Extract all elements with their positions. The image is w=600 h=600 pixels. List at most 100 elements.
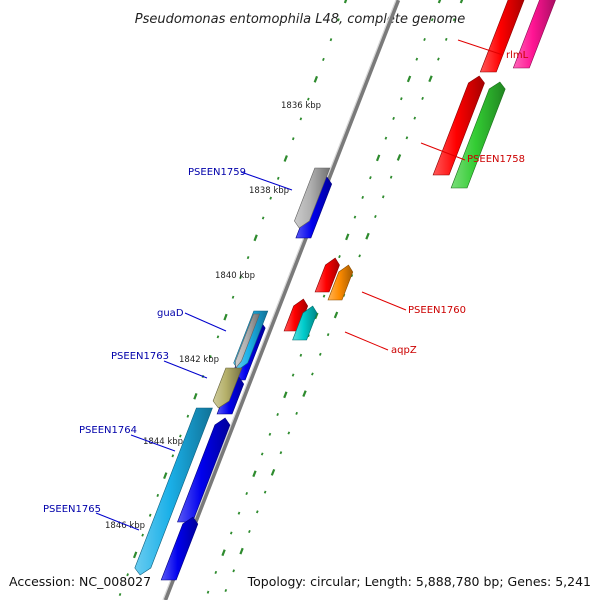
ruler-minor-tick (338, 255, 341, 259)
ruler-major-tick (314, 312, 319, 320)
gene-PSEEN1758[interactable] (432, 75, 485, 176)
ruler-minor-tick (179, 434, 182, 438)
ruler-minor-tick (260, 452, 264, 456)
gene-label-aqpZ[interactable]: aqpZ (391, 345, 417, 356)
ruler-minor-tick (389, 175, 393, 179)
gene-rlmL[interactable] (479, 0, 525, 73)
ruler-major-tick (428, 75, 433, 83)
ruler-minor-tick (291, 373, 295, 377)
gene-aqpZ[interactable] (292, 305, 318, 341)
ruler-minor-tick (322, 57, 325, 62)
gene-label-PSEEN1765[interactable]: PSEEN1765 (43, 504, 101, 515)
ruler-minor-tick (206, 590, 210, 594)
gene-label-PSEEN1760[interactable]: PSEEN1760 (408, 305, 466, 316)
gene-label-PSEEN1758[interactable]: PSEEN1758 (467, 154, 525, 165)
ruler-minor-tick (295, 411, 298, 415)
ruler-minor-tick (248, 529, 251, 534)
ruler-minor-tick (326, 333, 330, 337)
gene-label-PSEEN1759[interactable]: PSEEN1759 (188, 167, 246, 178)
ruler-minor-tick (353, 215, 357, 219)
ruler-major-tick (302, 390, 307, 398)
ruler-major-tick (406, 75, 412, 83)
gene-label-guaD[interactable]: guaD (157, 308, 184, 319)
ruler-minor-tick (361, 195, 365, 199)
ruler-major-tick (345, 233, 350, 241)
gene-PSEEN1765-blue[interactable] (160, 516, 199, 581)
gene-label-PSEEN1763[interactable]: PSEEN1763 (111, 351, 169, 362)
ruler-minor-tick (400, 97, 403, 101)
ruler-minor-tick (237, 511, 241, 515)
ruler-label-1836: 1836 kbp (281, 101, 321, 111)
ruler-minor-tick (381, 195, 385, 199)
ruler-minor-tick (261, 216, 265, 220)
gene-PSEEN1763[interactable] (212, 367, 243, 409)
ruler-minor-tick (126, 573, 129, 577)
ruler-major-tick (283, 155, 288, 162)
ruler-minor-tick (392, 116, 395, 120)
ruler-major-tick (396, 154, 402, 161)
leader-PSEEN1764 (130, 434, 176, 452)
ruler-minor-tick (369, 176, 372, 180)
ruler-minor-tick (141, 533, 144, 537)
ruler-minor-tick (384, 136, 388, 140)
leader-guaD (184, 312, 227, 332)
ruler-minor-tick (329, 38, 333, 42)
ruler-major-tick (313, 75, 319, 83)
ruler-label-1838: 1838 kbp (249, 186, 289, 196)
ruler-major-tick (252, 470, 257, 478)
genome-backbone-highlight (162, 0, 397, 600)
ruler-label-1846: 1846 kbp (105, 521, 145, 531)
ruler-minor-tick (186, 414, 190, 418)
ruler-major-tick (437, 0, 442, 4)
ruler-minor-tick (374, 214, 377, 219)
ruler-minor-tick (276, 176, 280, 180)
ruler-minor-tick (263, 490, 267, 494)
gene-PSEEN1764[interactable] (134, 407, 213, 576)
ruler-minor-tick (148, 513, 152, 517)
ruler-minor-tick (311, 372, 314, 376)
gene-PSEEN1764-blue[interactable] (177, 417, 231, 523)
ruler-minor-tick (350, 274, 354, 278)
forward-gene-labels: rlmL PSEEN1758 PSEEN1760 aqpZ (344, 39, 529, 356)
ruler-minor-tick (255, 510, 259, 514)
accession-text: Accession: NC_008027 (9, 574, 151, 589)
ruler-minor-tick (430, 18, 434, 22)
gene-PSEEN1758-green[interactable] (450, 81, 506, 189)
ruler-major-tick (223, 313, 228, 321)
gene-guaD-gray[interactable] (235, 313, 261, 369)
ruler-major-tick (193, 393, 198, 400)
ruler-minor-tick (231, 295, 235, 299)
leader-aqpZ (344, 331, 389, 351)
ruler-minor-tick (214, 570, 218, 575)
ruler-label-1844: 1844 kbp (143, 437, 183, 447)
gene-PSEEN1760-orange[interactable] (327, 264, 354, 301)
leader-PSEEN1758 (420, 142, 466, 161)
ruler-minor-tick (224, 588, 228, 593)
ruler-minor-tick (337, 18, 340, 22)
ruler-minor-tick (279, 451, 283, 455)
ruler-minor-tick (358, 254, 361, 258)
ruler-minor-tick (229, 531, 233, 535)
ruler-major-tick (343, 0, 348, 4)
ruler-major-tick (333, 311, 339, 319)
ruler-minor-tick (239, 275, 242, 280)
ruler-major-tick (459, 0, 464, 4)
ruler-minor-tick (291, 137, 295, 141)
genome-info-text: Topology: circular; Length: 5,888,780 bp… (247, 574, 591, 589)
gene-label-rlmL[interactable]: rlmL (506, 50, 529, 61)
genome-title: Pseudomonas entomophila L48, complete ge… (135, 12, 466, 27)
leader-PSEEN1759 (240, 171, 293, 191)
gene-PSEEN1759[interactable] (294, 167, 331, 229)
ruler-minor-tick (269, 196, 273, 200)
ruler-minor-tick (423, 37, 426, 42)
ruler-minor-tick (209, 355, 212, 359)
ruler-major-tick (270, 468, 276, 476)
gene-label-PSEEN1764[interactable]: PSEEN1764 (79, 425, 137, 436)
ruler-minor-tick (118, 592, 122, 597)
gene-aqpZ-red[interactable] (283, 298, 309, 332)
gene-rlmL-magenta[interactable] (512, 0, 556, 69)
ruler-minor-tick (452, 18, 456, 22)
ruler-label-1840: 1840 kbp (215, 271, 255, 281)
gene-PSEEN1760[interactable] (314, 257, 340, 293)
ruler-minor-tick (405, 136, 409, 140)
